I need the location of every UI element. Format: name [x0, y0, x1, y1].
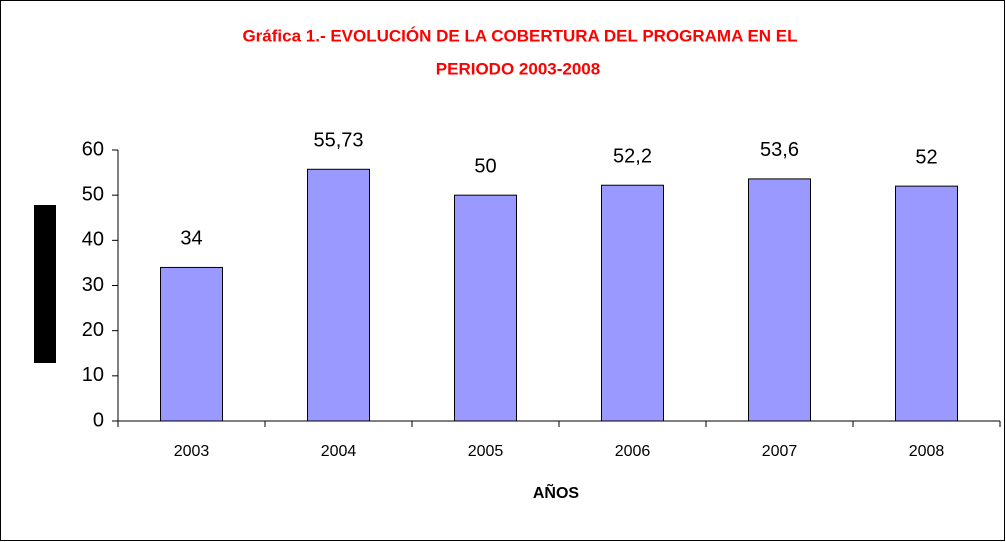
x-tick-label: 2004	[321, 443, 357, 460]
y-tick-label: 60	[82, 138, 104, 160]
x-tick-label: 2007	[762, 443, 798, 460]
value-label: 53,6	[760, 139, 799, 161]
y-tick-label: 30	[82, 274, 104, 296]
y-tick-label: 50	[82, 183, 104, 205]
redacted-axis-label	[34, 205, 56, 363]
x-tick-label: 2006	[615, 443, 651, 460]
bar	[307, 168, 370, 422]
chart-title: PERIODO 2003-2008	[436, 59, 600, 78]
value-label: 50	[474, 155, 496, 177]
bar	[601, 184, 664, 422]
value-label: 55,73	[313, 130, 363, 152]
y-tick-label: 40	[82, 229, 104, 251]
bar	[748, 178, 811, 422]
bar	[895, 185, 958, 422]
value-label: 52	[915, 146, 937, 168]
bar	[160, 266, 223, 422]
y-tick-label: 10	[82, 364, 104, 386]
x-tick-label: 2003	[174, 443, 210, 460]
x-tick-label: 2005	[468, 443, 504, 460]
bar	[454, 194, 517, 422]
y-tick-label: 0	[93, 409, 104, 431]
chart-title: Gráfica 1.- EVOLUCIÓN DE LA COBERTURA DE…	[242, 26, 797, 45]
y-tick-label: 20	[82, 319, 104, 341]
x-tick-label: 2008	[909, 443, 945, 460]
value-label: 34	[180, 228, 202, 250]
x-axis-label: AÑOS	[533, 482, 580, 502]
value-label: 52,2	[613, 146, 652, 168]
